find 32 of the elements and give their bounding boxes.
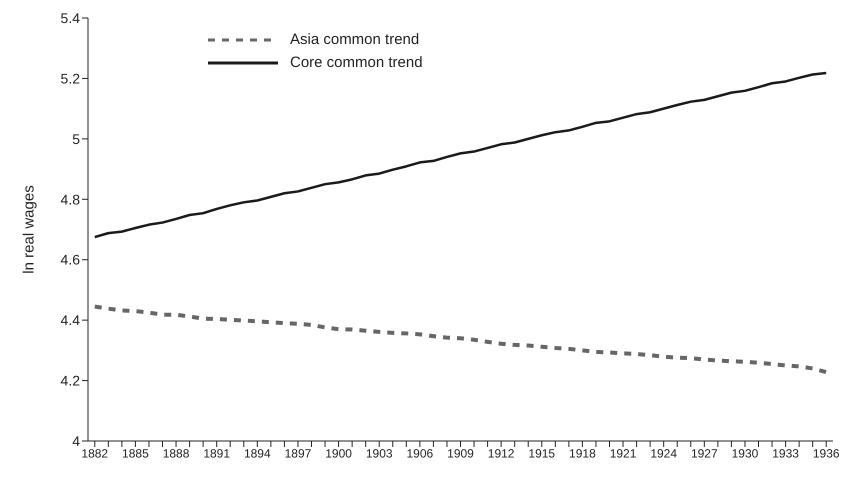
x-tick-label: 1936 <box>812 446 840 461</box>
x-tick-label: 1894 <box>244 446 271 461</box>
y-tick-label: 5 <box>72 130 80 147</box>
y-tick-label: 4.8 <box>60 191 80 208</box>
x-tick-label: 1924 <box>650 446 678 461</box>
x-tick-label: 1885 <box>122 446 150 461</box>
x-tick-label: 1927 <box>690 446 718 461</box>
x-tick-label: 1900 <box>325 446 352 461</box>
x-tick-label: 1888 <box>162 446 190 461</box>
x-tick-label: 1921 <box>610 446 637 461</box>
y-tick-label: 4.6 <box>60 252 80 268</box>
x-tick-label: 1906 <box>406 446 434 461</box>
y-tick-label: 4.2 <box>60 372 80 389</box>
y-tick-label: 4 <box>72 432 80 449</box>
y-axis-title: ln real wages <box>20 185 38 274</box>
y-tick-label: 5.2 <box>60 70 80 86</box>
line-series <box>92 304 828 374</box>
x-tick-label: 1903 <box>366 446 393 461</box>
x-tick-label: 1930 <box>732 446 759 461</box>
x-tick-label: 1897 <box>284 446 312 461</box>
y-tick-label: 4.4 <box>60 312 80 328</box>
x-tick-label: 1918 <box>569 446 596 461</box>
x-tick-label: 1912 <box>488 446 515 461</box>
y-tick-label: 5.4 <box>60 10 80 26</box>
legend-label: Core common trend <box>290 54 423 71</box>
x-tick-label: 1915 <box>528 446 556 461</box>
legend-label: Asia common trend <box>290 31 420 48</box>
line-series <box>94 72 828 238</box>
x-tick-label: 1882 <box>81 446 108 461</box>
x-tick-label: 1909 <box>447 446 474 461</box>
x-tick-label: 1891 <box>203 446 230 461</box>
x-tick-label: 1933 <box>772 446 800 461</box>
